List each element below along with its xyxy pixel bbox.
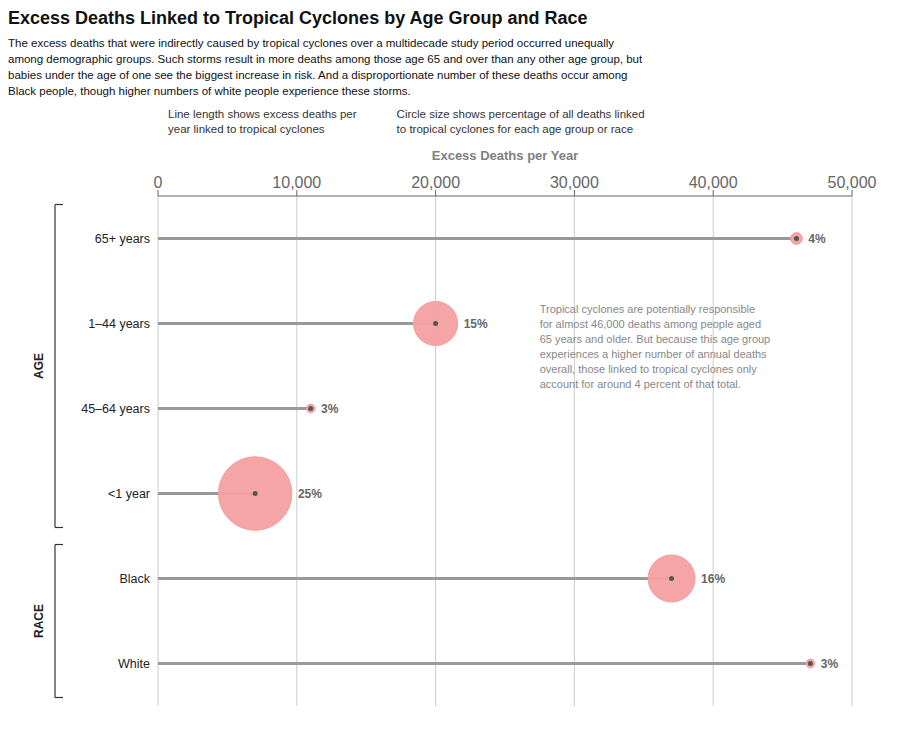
svg-text:16%: 16% xyxy=(701,572,725,586)
html-text:to tropical cyclones for each: to tropical cyclones for each age group … xyxy=(396,123,634,135)
svg-text:25%: 25% xyxy=(298,487,322,501)
html-text:for almost 46,000 deaths among: for almost 46,000 deaths among people ag… xyxy=(539,318,762,331)
html-text:Circle size shows percentage o: Circle size shows percentage of all deat… xyxy=(396,108,645,120)
svg-text:45–64 years: 45–64 years xyxy=(81,402,150,416)
html-text:Excess Deaths Linked to Tropic: Excess Deaths Linked to Tropical Cyclone… xyxy=(8,8,588,28)
svg-text:20,000: 20,000 xyxy=(411,174,460,191)
svg-text:Black: Black xyxy=(119,572,150,586)
html-text:Black people, though higher nu: Black people, though higher numbers of w… xyxy=(8,85,411,97)
html-text:among demographic groups. Such: among demographic groups. Such storms re… xyxy=(8,53,643,65)
html-text:babies under the age of one se: babies under the age of one see the bigg… xyxy=(8,69,628,81)
html-text:Tropical cyclones are potentia: Tropical cyclones are potentially respon… xyxy=(539,303,756,316)
html-text:account for around 4 percent o: account for around 4 percent of that tot… xyxy=(539,378,741,391)
svg-text:3%: 3% xyxy=(321,402,339,416)
svg-text:AGE: AGE xyxy=(32,353,46,379)
svg-text:4%: 4% xyxy=(808,232,826,246)
svg-text:Excess Deaths per Year: Excess Deaths per Year xyxy=(432,148,578,163)
html-text:Line length shows excess death: Line length shows excess deaths per xyxy=(168,108,357,120)
svg-text:<1 year: <1 year xyxy=(108,487,150,501)
svg-text:1–44 years: 1–44 years xyxy=(88,317,150,331)
html-text:65 years and older. But becaus: 65 years and older. But because this age… xyxy=(539,333,771,346)
svg-text:White: White xyxy=(118,657,150,671)
svg-text:65+ years: 65+ years xyxy=(95,232,150,246)
svg-text:50,000: 50,000 xyxy=(828,174,877,191)
svg-text:30,000: 30,000 xyxy=(550,174,599,191)
svg-text:10,000: 10,000 xyxy=(272,174,321,191)
html-text:The excess deaths that were in: The excess deaths that were indirectly c… xyxy=(8,37,614,49)
svg-text:3%: 3% xyxy=(821,657,839,671)
svg-text:RACE: RACE xyxy=(32,604,46,638)
svg-text:15%: 15% xyxy=(464,317,488,331)
html-text:experiences a higher number of: experiences a higher number of annual de… xyxy=(539,348,767,361)
html-text:overall, those linked to tropi: overall, those linked to tropical cyclon… xyxy=(539,363,757,376)
svg-text:0: 0 xyxy=(154,174,163,191)
html-text:year linked to tropical cyclon: year linked to tropical cyclones xyxy=(168,123,325,135)
svg-text:40,000: 40,000 xyxy=(689,174,738,191)
